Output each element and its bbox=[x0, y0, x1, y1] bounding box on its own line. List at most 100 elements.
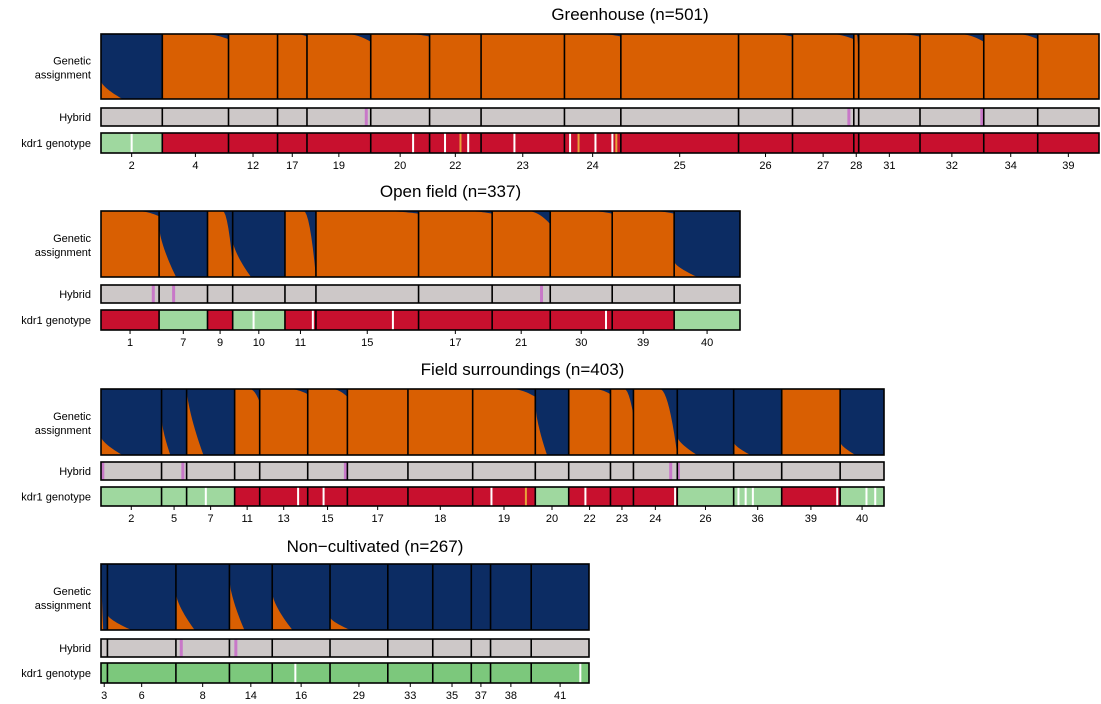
assignment-bar bbox=[564, 34, 621, 99]
x-tick-label: 41 bbox=[554, 690, 566, 699]
hybrid-bar bbox=[228, 108, 278, 126]
hybrid-bar bbox=[781, 462, 841, 480]
hybrid-individual bbox=[179, 639, 183, 657]
hybrid-bar bbox=[983, 108, 1038, 126]
kdr-bar bbox=[481, 133, 565, 153]
assignment-minor-cluster bbox=[107, 614, 132, 630]
assignment-bar bbox=[307, 389, 348, 455]
hybrid-bar bbox=[568, 462, 611, 480]
hybrid-bar bbox=[161, 462, 187, 480]
kdr-bar bbox=[568, 487, 611, 506]
assignment-minor-cluster bbox=[101, 437, 123, 455]
kdr-individual bbox=[674, 487, 677, 506]
row-label-hybrid: Hybrid bbox=[59, 643, 91, 655]
kdr-bar bbox=[983, 133, 1038, 153]
x-tick-label: 3 bbox=[101, 690, 107, 699]
assignment-bar bbox=[1037, 34, 1099, 99]
assignment-minor-cluster bbox=[624, 389, 634, 416]
hybrid-bar bbox=[792, 108, 854, 126]
x-tick-label: 36 bbox=[752, 513, 764, 525]
hybrid-individual bbox=[234, 639, 238, 657]
row-label-genetic: Genetic bbox=[53, 56, 91, 68]
assignment-minor-cluster bbox=[159, 227, 177, 277]
hybrid-bar bbox=[272, 639, 331, 657]
assignment-bar bbox=[107, 564, 176, 630]
hybrid-individual bbox=[101, 462, 105, 480]
kdr-individual bbox=[297, 487, 300, 506]
x-tick-label: 15 bbox=[361, 337, 373, 349]
hybrid-bar bbox=[429, 108, 482, 126]
x-tick-label: 28 bbox=[850, 160, 862, 172]
kdr-bar bbox=[471, 663, 491, 683]
x-tick-label: 30 bbox=[575, 337, 587, 349]
kdr-individual bbox=[569, 133, 572, 153]
hybrid-bar bbox=[387, 639, 433, 657]
kdr-bar bbox=[101, 663, 108, 683]
assignment-bar bbox=[407, 389, 473, 455]
assignment-bar bbox=[277, 34, 307, 99]
hybrid-bar bbox=[612, 285, 675, 303]
kdr-individual bbox=[744, 487, 747, 506]
hybrid-bar bbox=[101, 639, 108, 657]
row-label-kdr: kdr1 genotype bbox=[21, 668, 91, 680]
row-border bbox=[100, 662, 590, 684]
assignment-bar bbox=[330, 564, 388, 630]
kdr-individual bbox=[311, 310, 314, 330]
kdr-bar bbox=[418, 310, 493, 330]
assignment-minor-cluster bbox=[535, 405, 547, 455]
assignment-bar bbox=[101, 34, 163, 99]
x-tick-label: 10 bbox=[253, 337, 265, 349]
kdr-bar bbox=[284, 310, 316, 330]
x-tick-label: 13 bbox=[278, 513, 290, 525]
panel-title: Non−cultivated (n=267) bbox=[287, 537, 464, 556]
assignment-minor-cluster bbox=[303, 211, 316, 277]
x-tick-label: 6 bbox=[139, 690, 145, 699]
kdr-individual bbox=[391, 310, 394, 330]
assignment-minor-cluster bbox=[510, 389, 536, 397]
hybrid-bar bbox=[186, 462, 235, 480]
x-tick-label: 40 bbox=[856, 513, 868, 525]
kdr-bar bbox=[159, 310, 208, 330]
x-tick-label: 9 bbox=[217, 337, 223, 349]
hybrid-bar bbox=[858, 108, 920, 126]
kdr-bar bbox=[162, 133, 229, 153]
hybrid-bar bbox=[490, 639, 532, 657]
row-border bbox=[100, 33, 1100, 100]
kdr-bar bbox=[101, 487, 162, 506]
assignment-bar bbox=[101, 211, 160, 277]
row-border bbox=[100, 284, 741, 304]
assignment-bar bbox=[471, 564, 491, 630]
hybrid-bar bbox=[175, 639, 230, 657]
kdr-individual bbox=[459, 133, 462, 153]
assignment-minor-cluster bbox=[677, 437, 698, 455]
x-tick-label: 27 bbox=[817, 160, 829, 172]
kdr-bar bbox=[387, 663, 433, 683]
assignment-minor-cluster bbox=[527, 211, 551, 225]
hybrid-bar bbox=[315, 285, 419, 303]
kdr-bar bbox=[175, 663, 230, 683]
row-border bbox=[100, 132, 1100, 154]
hybrid-bar bbox=[307, 462, 348, 480]
assignment-minor-cluster bbox=[249, 389, 260, 403]
assignment-bar bbox=[610, 389, 634, 455]
assignment-minor-cluster bbox=[272, 593, 293, 630]
assignment-bar bbox=[919, 34, 984, 99]
assignment-bar bbox=[858, 34, 920, 99]
kdr-individual bbox=[594, 133, 597, 153]
kdr-individual bbox=[584, 487, 587, 506]
x-tick-label: 25 bbox=[674, 160, 686, 172]
x-tick-label: 15 bbox=[321, 513, 333, 525]
hybrid-bar bbox=[919, 108, 984, 126]
kdr-bar bbox=[229, 663, 273, 683]
row-label-assignment: assignment bbox=[35, 70, 91, 82]
assignment-bar bbox=[228, 34, 278, 99]
assignment-minor-cluster bbox=[186, 389, 204, 455]
x-tick-label: 26 bbox=[759, 160, 771, 172]
hybrid-bar bbox=[564, 108, 621, 126]
kdr-individual bbox=[751, 487, 754, 506]
kdr-individual bbox=[737, 487, 740, 506]
assignment-bar bbox=[568, 389, 611, 455]
assignment-bar bbox=[840, 389, 884, 455]
row-label-kdr: kdr1 genotype bbox=[21, 315, 91, 327]
x-tick-label: 17 bbox=[372, 513, 384, 525]
